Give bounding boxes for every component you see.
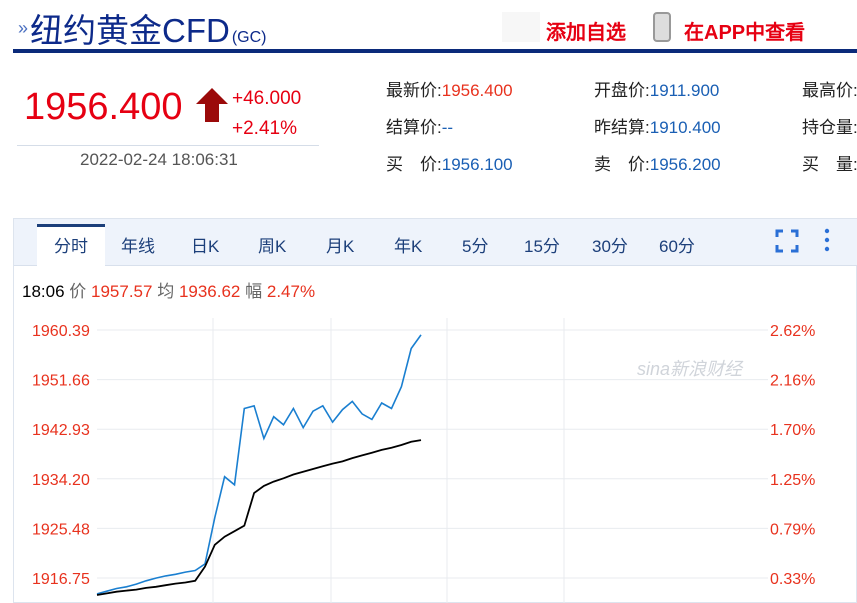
field-label: 最高价: (802, 81, 857, 100)
chevron-icon: » (18, 18, 29, 38)
quote-field: 昨结算:1910.400 (594, 113, 721, 138)
divider (17, 145, 319, 146)
tab-8[interactable]: 30分 (592, 237, 628, 256)
divider (13, 49, 857, 53)
tab-3[interactable]: 周K (258, 237, 287, 256)
crosshair-info: 18:06 价 1957.57 均 1936.62 幅 2.47% (22, 277, 315, 302)
tab-4[interactable]: 月K (326, 237, 355, 256)
change-value: +46.000 (232, 88, 302, 109)
quote-field: 买 量: (802, 150, 857, 175)
quote-field: 最高价: (802, 76, 857, 101)
y2-tick-label: 1.25% (770, 472, 815, 489)
field-label: 持仓量: (802, 118, 857, 137)
more-options-icon[interactable] (822, 227, 832, 253)
field-value: 1910.400 (649, 118, 721, 137)
last-price: 1956.400 (24, 86, 183, 128)
tab-7[interactable]: 15分 (524, 237, 560, 256)
change-percent: +2.41% (232, 118, 297, 139)
field-value: 1956.400 (441, 81, 513, 100)
y-tick-label: 1925.48 (32, 521, 90, 538)
y2-tick-label: 2.16% (770, 373, 815, 390)
quote-field: 开盘价:1911.900 (594, 76, 719, 101)
y-tick-label: 1951.66 (32, 373, 90, 390)
field-label: 最新价: (386, 81, 442, 100)
up-arrow-icon (196, 88, 228, 122)
quote-field: 最新价:1956.400 (386, 76, 513, 101)
y-tick-label: 1942.93 (32, 422, 90, 439)
info-avg: 1936.62 (178, 282, 241, 301)
y2-tick-label: 0.33% (770, 571, 815, 588)
y-tick-label: 1960.39 (32, 323, 90, 340)
tab-9[interactable]: 60分 (659, 237, 695, 256)
quote-field: 结算价:-- (386, 113, 453, 138)
sina-watermark: sina新浪财经 (637, 359, 744, 379)
active-tab-indicator (37, 224, 105, 266)
y-tick-label: 1916.75 (32, 571, 90, 588)
instrument-name: 纽约黄金CFD (30, 12, 230, 49)
tab-1[interactable]: 年线 (121, 237, 155, 256)
phone-icon (653, 12, 671, 42)
page-title: »纽约黄金CFD (GC) (18, 4, 267, 52)
info-amp: 2.47% (266, 282, 316, 301)
info-price-label: 价 (69, 282, 87, 301)
field-label: 结算价: (386, 118, 442, 137)
add-watchlist-button[interactable]: 添加自选 (546, 22, 626, 44)
blank-box (502, 12, 540, 42)
tab-0[interactable]: 分时 (54, 237, 88, 256)
average-line (96, 439, 422, 596)
quote-field: 卖 价:1956.200 (594, 150, 721, 175)
field-value: 1911.900 (649, 81, 720, 100)
view-in-app-button[interactable]: 在APP中查看 (684, 22, 806, 44)
info-amp-label: 幅 (245, 282, 263, 301)
tab-6[interactable]: 5分 (462, 237, 489, 256)
fullscreen-icon[interactable] (775, 229, 799, 253)
info-price: 1957.57 (91, 282, 153, 301)
field-label: 买 价: (386, 155, 442, 174)
tab-5[interactable]: 年K (394, 237, 423, 256)
field-value: -- (441, 118, 454, 137)
price-line (96, 334, 422, 595)
chart-tab-bar (14, 219, 857, 266)
quote-field: 持仓量: (802, 113, 857, 138)
field-label: 卖 价: (594, 155, 650, 174)
field-value: 1956.200 (649, 155, 721, 174)
info-avg-label: 均 (157, 282, 175, 301)
quote-time: 2022-02-24 18:06:31 (80, 150, 238, 169)
change-block: +46.000 +2.41% (232, 84, 301, 144)
field-label: 买 量: (802, 155, 857, 174)
tab-2[interactable]: 日K (191, 237, 220, 256)
y2-tick-label: 0.79% (770, 521, 815, 538)
field-label: 昨结算: (594, 118, 650, 137)
info-time: 18:06 (22, 282, 65, 301)
field-label: 开盘价: (594, 81, 650, 100)
y-tick-label: 1934.20 (32, 472, 90, 489)
y2-tick-label: 2.62% (770, 323, 815, 340)
quote-field: 买 价:1956.100 (386, 150, 513, 175)
field-value: 1956.100 (441, 155, 513, 174)
y2-tick-label: 1.70% (770, 422, 815, 439)
instrument-code: (GC) (231, 29, 267, 46)
